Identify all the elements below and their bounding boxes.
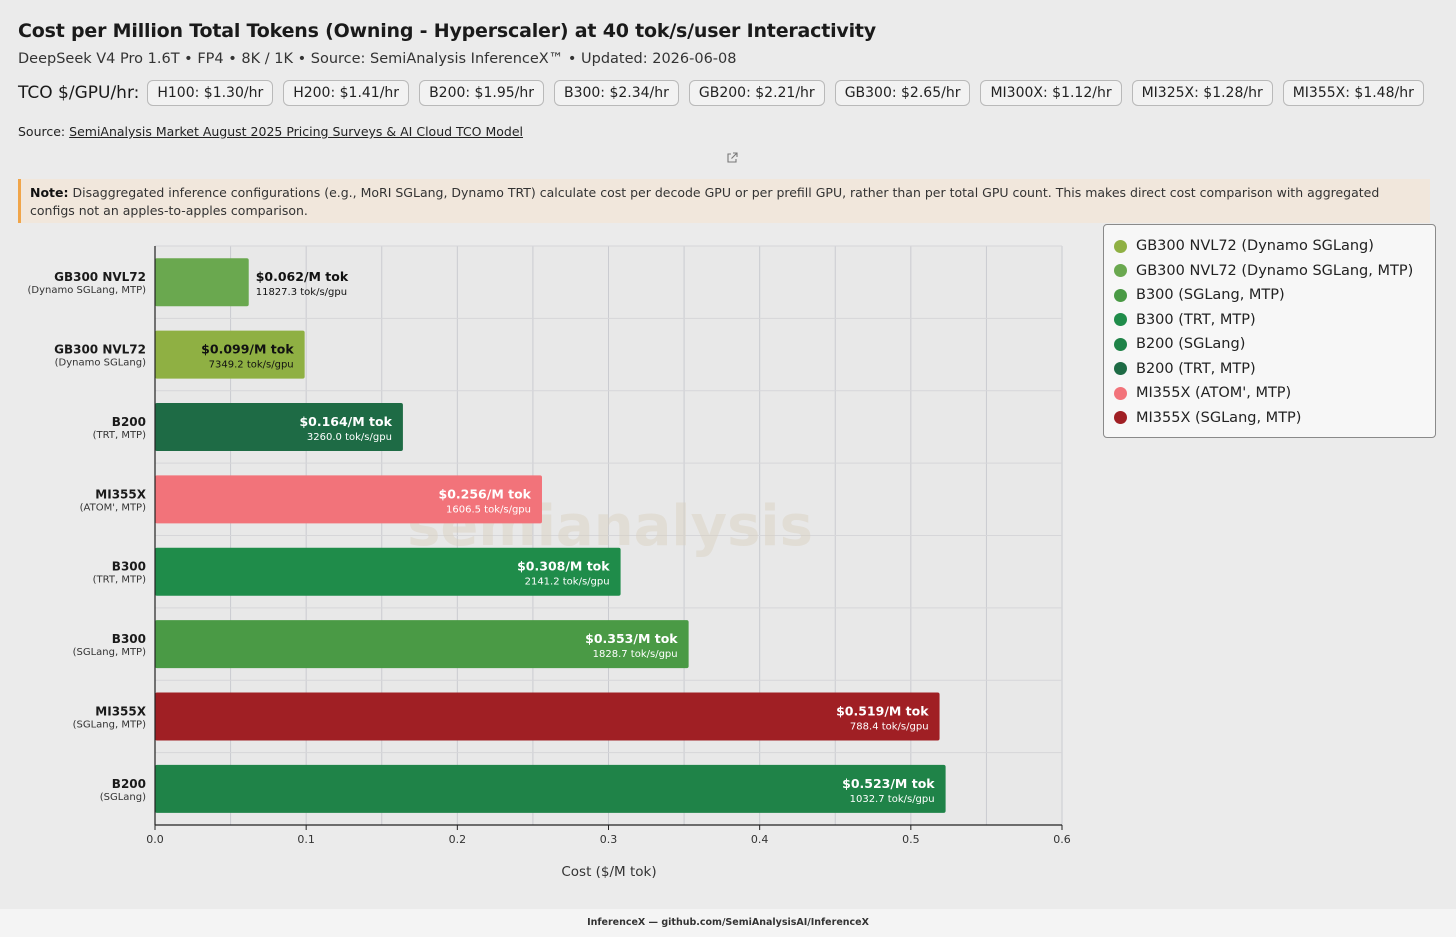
category-sublabel: (Dynamo SGLang, MTP) xyxy=(27,285,146,296)
legend-swatch xyxy=(1114,264,1127,278)
data-label-cost: $0.062/M tok xyxy=(256,269,349,284)
legend-swatch xyxy=(1114,411,1127,425)
category-sublabel: (SGLang, MTP) xyxy=(73,719,147,730)
legend-swatch xyxy=(1114,337,1127,351)
tco-chip-mi355x: MI355X: $1.48/hr xyxy=(1282,80,1424,106)
x-tick-label: 0.5 xyxy=(902,833,920,846)
tco-chip-h200: H200: $1.41/hr xyxy=(283,80,410,106)
bar xyxy=(155,258,249,307)
legend-item[interactable]: B300 (TRT, MTP) xyxy=(1114,308,1435,333)
x-tick-label: 0.6 xyxy=(1053,833,1071,846)
legend-label: MI355X (ATOM', MTP) xyxy=(1136,385,1292,402)
legend-label: B200 (TRT, MTP) xyxy=(1136,360,1256,377)
page-title: Cost per Million Total Tokens (Owning - … xyxy=(18,20,876,42)
data-label-cost: $0.353/M tok xyxy=(585,631,678,646)
category-sublabel: (Dynamo SGLang) xyxy=(55,358,147,369)
data-label-throughput: 3260.0 tok/s/gpu xyxy=(307,432,392,443)
data-label-throughput: 1606.5 tok/s/gpu xyxy=(446,504,531,515)
legend-item[interactable]: B300 (SGLang, MTP) xyxy=(1114,283,1435,308)
legend-swatch xyxy=(1114,288,1127,302)
x-tick-label: 0.3 xyxy=(600,833,618,846)
bar xyxy=(155,620,689,669)
bar xyxy=(155,475,542,524)
legend-label: B200 (SGLang) xyxy=(1136,336,1246,353)
category-label: MI355X xyxy=(95,487,146,501)
data-label-throughput: 2141.2 tok/s/gpu xyxy=(525,577,610,588)
note-text: Disaggregated inference configurations (… xyxy=(30,185,1380,218)
footer: InferenceX — github.com/SemiAnalysisAI/I… xyxy=(0,909,1456,937)
legend-label: B300 (TRT, MTP) xyxy=(1136,311,1256,328)
data-label-cost: $0.308/M tok xyxy=(517,559,610,574)
category-label: B200 xyxy=(112,777,146,791)
data-label-throughput: 11827.3 tok/s/gpu xyxy=(256,287,347,298)
legend-item[interactable]: B200 (SGLang) xyxy=(1114,332,1435,357)
tco-chip-mi325x: MI325X: $1.28/hr xyxy=(1131,80,1273,106)
tco-chip-h100: H100: $1.30/hr xyxy=(147,80,274,106)
legend-label: B300 (SGLang, MTP) xyxy=(1136,287,1285,304)
tco-chip-mi300x: MI300X: $1.12/hr xyxy=(980,80,1122,106)
x-tick-label: 0.1 xyxy=(297,833,315,846)
data-label-throughput: 7349.2 tok/s/gpu xyxy=(209,360,294,371)
legend-swatch xyxy=(1114,313,1127,327)
data-label-cost: $0.099/M tok xyxy=(201,342,294,357)
category-label: B300 xyxy=(112,560,146,574)
chart-legend: GB300 NVL72 (Dynamo SGLang) GB300 NVL72 (… xyxy=(1103,224,1436,438)
category-label: MI355X xyxy=(95,704,146,718)
legend-swatch xyxy=(1114,362,1127,376)
category-label: GB300 NVL72 xyxy=(54,270,146,284)
category-sublabel: (TRT, MTP) xyxy=(93,575,146,586)
x-tick-label: 0.4 xyxy=(751,833,769,846)
data-label-throughput: 788.4 tok/s/gpu xyxy=(850,721,929,732)
legend-label: MI355X (SGLang, MTP) xyxy=(1136,409,1302,426)
legend-swatch xyxy=(1114,239,1127,253)
source-line: Source: SemiAnalysis Market August 2025 … xyxy=(18,124,523,139)
legend-label: GB300 NVL72 (Dynamo SGLang) xyxy=(1136,238,1374,255)
data-label-cost: $0.523/M tok xyxy=(842,776,935,791)
tco-chip-gb300: GB300: $2.65/hr xyxy=(834,80,971,106)
bar xyxy=(155,692,940,741)
note-label: Note: xyxy=(30,185,69,200)
legend-item[interactable]: B200 (TRT, MTP) xyxy=(1114,357,1435,382)
external-link-icon[interactable] xyxy=(726,152,738,164)
data-label-cost: $0.519/M tok xyxy=(836,703,929,718)
tco-chip-gb200: GB200: $2.21/hr xyxy=(688,80,825,106)
legend-item[interactable]: MI355X (SGLang, MTP) xyxy=(1114,406,1435,431)
source-link[interactable]: SemiAnalysis Market August 2025 Pricing … xyxy=(69,124,523,139)
category-sublabel: (SGLang) xyxy=(100,792,146,803)
tco-row: TCO $/GPU/hr: H100: $1.30/hr H200: $1.41… xyxy=(18,80,1434,106)
category-label: GB300 NVL72 xyxy=(54,343,146,357)
bar xyxy=(155,402,403,451)
legend-swatch xyxy=(1114,386,1127,400)
x-tick-label: 0.0 xyxy=(146,833,164,846)
category-sublabel: (SGLang, MTP) xyxy=(73,647,147,658)
x-tick-label: 0.2 xyxy=(449,833,467,846)
bar xyxy=(155,547,621,596)
tco-label: TCO $/GPU/hr: xyxy=(18,83,140,103)
category-sublabel: (TRT, MTP) xyxy=(93,430,146,441)
tco-chip-b300: B300: $2.34/hr xyxy=(553,80,679,106)
category-sublabel: (ATOM', MTP) xyxy=(80,502,146,513)
data-label-throughput: 1828.7 tok/s/gpu xyxy=(593,649,678,660)
bar xyxy=(155,330,305,379)
bar xyxy=(155,764,946,813)
x-axis-title: Cost ($/M tok) xyxy=(561,864,656,880)
legend-label: GB300 NVL72 (Dynamo SGLang, MTP) xyxy=(1136,262,1414,279)
data-label-cost: $0.256/M tok xyxy=(439,486,532,501)
category-label: B200 xyxy=(112,415,146,429)
note-banner: Note: Disaggregated inference configurat… xyxy=(18,179,1430,223)
legend-item[interactable]: GB300 NVL72 (Dynamo SGLang, MTP) xyxy=(1114,259,1435,284)
legend-item[interactable]: MI355X (ATOM', MTP) xyxy=(1114,381,1435,406)
source-prefix: Source: xyxy=(18,124,66,139)
tco-chip-b200: B200: $1.95/hr xyxy=(419,80,544,106)
legend-item[interactable]: GB300 NVL72 (Dynamo SGLang) xyxy=(1114,234,1435,259)
page-subtitle: DeepSeek V4 Pro 1.6T • FP4 • 8K / 1K • S… xyxy=(18,51,737,67)
category-label: B300 xyxy=(112,632,146,646)
data-label-throughput: 1032.7 tok/s/gpu xyxy=(850,794,935,805)
data-label-cost: $0.164/M tok xyxy=(299,414,392,429)
